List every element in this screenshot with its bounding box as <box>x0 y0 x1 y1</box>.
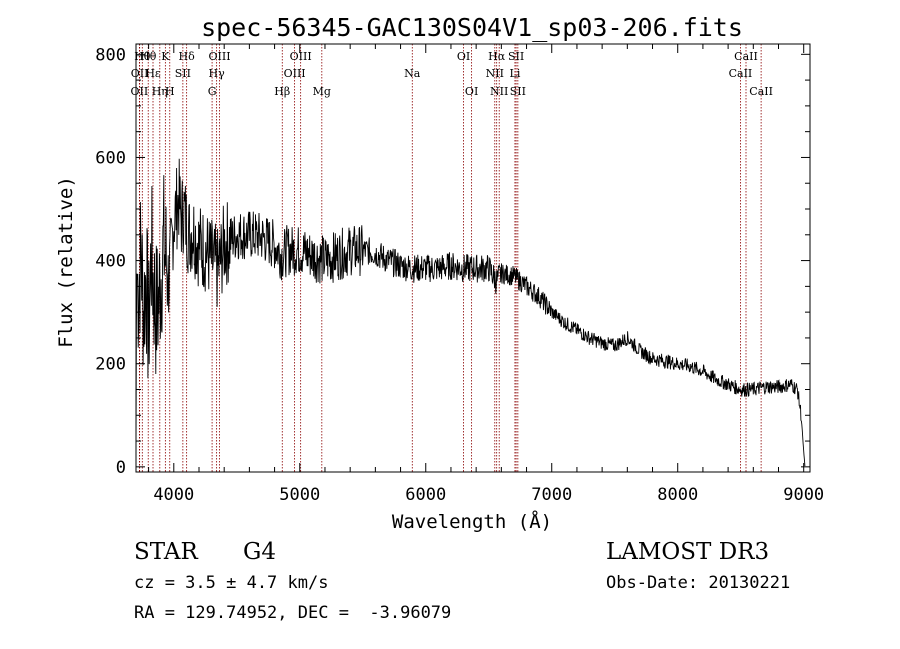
spectrum-line <box>135 158 806 467</box>
x-axis-label: Wavelength (Å) <box>392 510 552 533</box>
spectral-line-label: OII <box>131 85 149 98</box>
subclass-label: G4 <box>243 539 277 565</box>
spectral-line-label: OI <box>457 50 470 63</box>
spectrum-chart: spec-56345-GAC130S04V1_sp03-206.fits OII… <box>55 13 824 533</box>
spectral-line-label: OIII <box>208 50 230 63</box>
spectral-line-labels: OIIOIIHθHθHεHηKHSIIHδGHγOIIIHβOIIIOIIIMg… <box>131 50 773 98</box>
spectral-line-label: Hβ <box>274 85 290 98</box>
x-tick-label: 8000 <box>657 485 698 505</box>
spectral-line-label: Na <box>404 67 421 80</box>
redshift-velocity: cz = 3.5 ± 4.7 km/s <box>134 573 329 593</box>
spectral-line-label: OIII <box>284 67 306 80</box>
spectral-line-label: K <box>161 50 170 63</box>
spectral-line-label: Hη <box>152 85 168 98</box>
spectral-line-label: Mg <box>313 85 331 98</box>
spectral-line-label: Hθ <box>140 50 157 63</box>
spectral-line-label: SII <box>510 85 526 98</box>
spectral-line-label: CaII <box>749 85 773 98</box>
spectrum-series <box>135 158 806 467</box>
spectral-line-label: Hδ <box>179 50 196 63</box>
x-tick-label: 7000 <box>531 485 572 505</box>
spectral-line-label: H <box>165 85 175 98</box>
spectral-line-label: CaII <box>729 67 753 80</box>
spectral-line-label: NII <box>490 85 508 98</box>
x-tick-label: 5000 <box>279 485 320 505</box>
spectral-line-label: Hε <box>145 67 161 80</box>
x-tick-label: 6000 <box>405 485 446 505</box>
spectral-line-label: Hθ <box>134 50 151 63</box>
axis-tick-labels: 4000 5000 6000 7000 8000 9000 0 200 400 600 800 <box>95 45 824 505</box>
y-tick-label: 400 <box>95 252 126 272</box>
survey-label: LAMOST DR3 <box>606 539 770 565</box>
spectral-line-label: Li <box>510 67 521 80</box>
y-tick-label: 600 <box>95 148 126 168</box>
observation-date: Obs-Date: 20130221 <box>606 573 791 593</box>
coordinates: RA = 129.74952, DEC = -3.96079 <box>134 603 452 623</box>
spectral-line-label: Hα <box>488 50 506 63</box>
y-tick-label: 200 <box>95 355 126 375</box>
chart-title: spec-56345-GAC130S04V1_sp03-206.fits <box>201 13 743 42</box>
spectral-line-label: SII <box>508 50 524 63</box>
spectral-line-label: SII <box>175 67 191 80</box>
x-tick-label: 4000 <box>153 485 194 505</box>
spectral-line-label: OI <box>465 85 478 98</box>
plot-frame <box>135 43 811 473</box>
spectral-line-markers <box>139 44 762 472</box>
spectral-line-label: NII <box>486 67 504 80</box>
y-tick-label: 800 <box>95 45 126 65</box>
spectral-line-label: Hγ <box>209 67 226 80</box>
class-label: STAR <box>134 539 198 565</box>
axis-ticks <box>136 44 810 472</box>
x-tick-label: 9000 <box>783 485 824 505</box>
spectral-line-label: OII <box>131 67 149 80</box>
y-axis-label: Flux (relative) <box>55 176 77 348</box>
spectral-line-label: G <box>208 85 217 98</box>
spectral-line-label: OIII <box>290 50 312 63</box>
y-tick-label: 0 <box>116 458 126 478</box>
spectral-line-label: CaII <box>734 50 758 63</box>
